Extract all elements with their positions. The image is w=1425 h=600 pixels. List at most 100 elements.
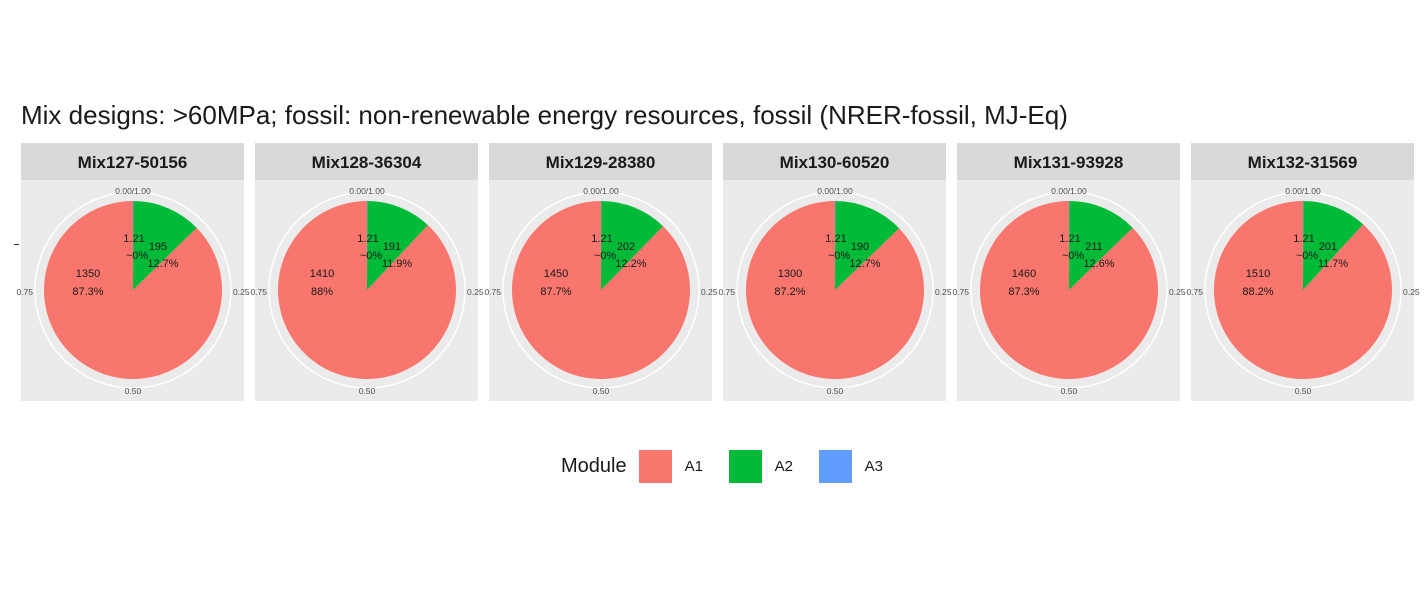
slice-value-label-a2: 202 — [617, 241, 635, 253]
facet-strip — [723, 143, 946, 180]
theta-tick-label: 0.75 — [250, 287, 267, 297]
slice-value-label-a1: 1410 — [310, 268, 334, 280]
y-axis-tick — [14, 244, 19, 245]
theta-tick-label: 0.75 — [16, 287, 33, 297]
facet-title: Mix128-36304 — [312, 153, 422, 172]
pie-slice-a1 — [1213, 201, 1392, 379]
polar-gridline — [970, 191, 1168, 389]
theta-tick-label: 0.25 — [701, 287, 718, 297]
legend: Module A1 A2 A3 — [561, 448, 909, 484]
theta-tick-label: 0.50 — [593, 386, 610, 396]
theta-tick-label: 0.25 — [1169, 287, 1186, 297]
facet-mix129-28380: Mix129-28380 1.21 ~0%202 12.2% 1450 87.7% 0.00… — [484, 143, 718, 401]
slice-value-label-a2: 190 — [851, 241, 869, 253]
theta-tick-label: 0.25 — [935, 287, 952, 297]
slice-pct-label-a2: 12.7% — [849, 258, 880, 270]
legend-label-a3: A3 — [864, 457, 883, 475]
pie-slice-a2 — [367, 201, 428, 290]
theta-tick-label: 0.00/1.00 — [817, 186, 853, 196]
theta-tick-label: 0.00/1.00 — [1285, 186, 1321, 196]
slice-value-label-a2: 201 — [1319, 241, 1337, 253]
theta-tick-label: 0.50 — [827, 386, 844, 396]
theta-tick-label: 0.75 — [952, 287, 969, 297]
slice-pct-label-a2: 12.7% — [147, 258, 178, 270]
slice-pct-label-a3: ~0% — [828, 250, 851, 262]
pie-slice-a1 — [980, 201, 1159, 379]
pie-slice-a2 — [133, 201, 197, 290]
legend-key-a3 — [818, 449, 852, 483]
polar-gridline — [268, 191, 466, 389]
legend-item-a3: A3 — [818, 449, 899, 483]
polar-gridline — [34, 191, 232, 389]
legend-key-a2 — [728, 449, 762, 483]
facet-strip — [255, 143, 478, 180]
facet-title: Mix131-93928 — [1014, 153, 1124, 172]
slice-pct-label-a3: ~0% — [1296, 250, 1319, 262]
legend-key-a1 — [638, 449, 672, 483]
slice-pct-label-a1: 87.3% — [72, 286, 103, 298]
facet-mix131-93928: Mix131-93928 1.21 ~0%211 12.6% 1460 87.3% 0.00… — [952, 143, 1186, 401]
slice-pct-label-a3: ~0% — [1062, 250, 1085, 262]
theta-tick-label: 0.25 — [467, 287, 484, 297]
legend-label-a2: A2 — [774, 457, 793, 475]
slice-pct-label-a1: 87.2% — [774, 286, 805, 298]
slice-pct-label-a2: 12.2% — [615, 258, 646, 270]
slice-pct-label-a1: 88% — [311, 286, 333, 298]
theta-tick-label: 0.75 — [484, 287, 501, 297]
facet-mix127-50156: Mix127-50156 1.21 ~0%195 12.7% 1350 87.3% 0.00… — [16, 143, 250, 401]
facet-mix128-36304: Mix128-36304 1.21 ~0%191 11.9% 1410 88% 0.00/1… — [250, 143, 484, 401]
pie-slice-a2 — [1303, 201, 1364, 290]
slice-value-label-a1: 1510 — [1246, 268, 1270, 280]
slice-value-label-a3: 1.21 — [591, 233, 612, 245]
slice-value-label-a3: 1.21 — [1059, 233, 1080, 245]
slice-value-label-a3: 1.21 — [1293, 233, 1314, 245]
theta-tick-label: 0.00/1.00 — [349, 186, 385, 196]
slice-pct-label-a1: 87.7% — [540, 286, 571, 298]
pie-slice-a1 — [43, 201, 222, 379]
slice-value-label-a2: 191 — [383, 241, 401, 253]
facet-strip — [21, 143, 244, 180]
slice-value-label-a3: 1.21 — [123, 233, 144, 245]
theta-tick-label: 0.25 — [1403, 287, 1420, 297]
slice-value-label-a2: 211 — [1085, 241, 1103, 253]
theta-tick-label: 0.50 — [125, 386, 142, 396]
facet-strip — [957, 143, 1180, 180]
legend-item-a2: A2 — [728, 449, 809, 483]
theta-tick-label: 0.25 — [233, 287, 250, 297]
pie-slice-a2 — [835, 201, 900, 290]
theta-tick-label: 0.50 — [1061, 386, 1078, 396]
chart-title: Mix designs: >60MPa; fossil: non-renewab… — [21, 100, 1068, 130]
slice-pct-label-a3: ~0% — [126, 250, 149, 262]
pie-slice-a1 — [512, 201, 690, 379]
legend-label-a1: A1 — [684, 457, 703, 475]
facet-title: Mix132-31569 — [1248, 153, 1358, 172]
theta-tick-label: 0.50 — [359, 386, 376, 396]
slice-value-label-a3: 1.21 — [357, 233, 378, 245]
slice-pct-label-a3: ~0% — [360, 250, 383, 262]
theta-tick-label: 0.50 — [1295, 386, 1312, 396]
slice-value-label-a1: 1350 — [76, 268, 100, 280]
slice-pct-label-a1: 87.3% — [1008, 286, 1039, 298]
facet-strip — [489, 143, 712, 180]
slice-pct-label-a2: 11.9% — [382, 258, 413, 270]
slice-value-label-a1: 1300 — [778, 268, 802, 280]
slice-value-label-a2: 195 — [149, 241, 167, 253]
theta-tick-label: 0.00/1.00 — [115, 186, 151, 196]
slice-pct-label-a1: 88.2% — [1242, 286, 1273, 298]
facet-strip — [1191, 143, 1414, 180]
theta-tick-label: 0.75 — [718, 287, 735, 297]
pie-slice-a1 — [277, 201, 456, 379]
facet-title: Mix130-60520 — [780, 153, 890, 172]
polar-gridline — [736, 191, 934, 389]
slice-value-label-a3: 1.21 — [825, 233, 846, 245]
theta-tick-label: 0.00/1.00 — [583, 186, 619, 196]
polar-gridline — [1204, 191, 1402, 389]
slice-pct-label-a2: 11.7% — [1318, 258, 1349, 270]
facet-title: Mix127-50156 — [78, 153, 188, 172]
slice-pct-label-a3: ~0% — [594, 250, 617, 262]
pie-slice-a1 — [745, 201, 924, 379]
pie-slice-a2 — [1069, 201, 1133, 290]
facet-mix132-31569: Mix132-31569 1.21 ~0%201 11.7% 1510 88.2% 0.00… — [1186, 143, 1420, 401]
legend-title: Module — [561, 454, 627, 477]
